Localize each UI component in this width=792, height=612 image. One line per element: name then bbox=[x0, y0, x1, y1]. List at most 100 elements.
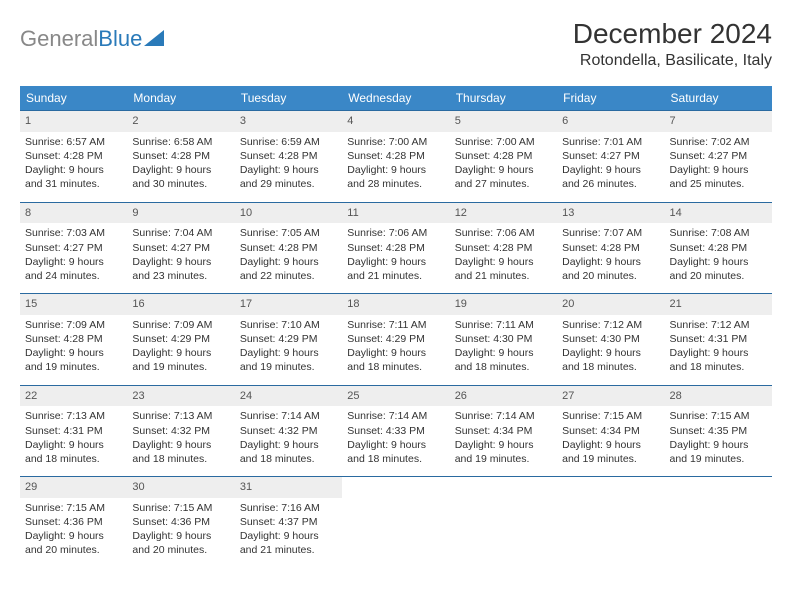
day-sunrise: Sunrise: 7:01 AM bbox=[562, 135, 659, 149]
day-sunrise: Sunrise: 7:03 AM bbox=[25, 226, 122, 240]
day-number: 9 bbox=[127, 203, 234, 224]
day-sunset: Sunset: 4:28 PM bbox=[562, 241, 659, 255]
day-sunrise: Sunrise: 7:00 AM bbox=[347, 135, 444, 149]
day-sunset: Sunset: 4:28 PM bbox=[25, 332, 122, 346]
day-header-thu: Thursday bbox=[450, 86, 557, 111]
day-sunset: Sunset: 4:30 PM bbox=[562, 332, 659, 346]
day-sunset: Sunset: 4:28 PM bbox=[240, 149, 337, 163]
day-number: 21 bbox=[665, 294, 772, 315]
day-daylight2: and 21 minutes. bbox=[347, 269, 444, 283]
day-cell: 29Sunrise: 7:15 AMSunset: 4:36 PMDayligh… bbox=[20, 477, 127, 568]
day-cell: 17Sunrise: 7:10 AMSunset: 4:29 PMDayligh… bbox=[235, 294, 342, 386]
day-sunset: Sunset: 4:27 PM bbox=[25, 241, 122, 255]
day-body: Sunrise: 6:57 AMSunset: 4:28 PMDaylight:… bbox=[24, 135, 123, 192]
day-number: 4 bbox=[342, 111, 449, 132]
day-sunrise: Sunrise: 7:12 AM bbox=[670, 318, 767, 332]
day-number: 8 bbox=[20, 203, 127, 224]
day-sunrise: Sunrise: 7:14 AM bbox=[240, 409, 337, 423]
day-cell: 12Sunrise: 7:06 AMSunset: 4:28 PMDayligh… bbox=[450, 202, 557, 294]
day-sunrise: Sunrise: 7:15 AM bbox=[562, 409, 659, 423]
day-sunrise: Sunrise: 7:15 AM bbox=[132, 501, 229, 515]
day-body: Sunrise: 6:59 AMSunset: 4:28 PMDaylight:… bbox=[239, 135, 338, 192]
day-body: Sunrise: 7:15 AMSunset: 4:35 PMDaylight:… bbox=[669, 409, 768, 466]
day-cell: 2Sunrise: 6:58 AMSunset: 4:28 PMDaylight… bbox=[127, 111, 234, 203]
day-body: Sunrise: 7:15 AMSunset: 4:34 PMDaylight:… bbox=[561, 409, 660, 466]
day-number: 28 bbox=[665, 386, 772, 407]
day-number: 14 bbox=[665, 203, 772, 224]
day-daylight2: and 18 minutes. bbox=[132, 452, 229, 466]
day-daylight2: and 31 minutes. bbox=[25, 177, 122, 191]
day-cell: 21 Sunrise: 7:12 AMSunset: 4:31 PMDayligh… bbox=[665, 294, 772, 386]
day-daylight2: and 21 minutes. bbox=[455, 269, 552, 283]
day-sunset: Sunset: 4:36 PM bbox=[132, 515, 229, 529]
day-sunset: Sunset: 4:28 PM bbox=[455, 241, 552, 255]
day-body: Sunrise: 7:12 AMSunset: 4:31 PMDaylight:… bbox=[669, 318, 768, 375]
day-sunset: Sunset: 4:29 PM bbox=[132, 332, 229, 346]
day-body: Sunrise: 7:14 AMSunset: 4:32 PMDaylight:… bbox=[239, 409, 338, 466]
day-daylight1: Daylight: 9 hours bbox=[562, 255, 659, 269]
day-cell: 28Sunrise: 7:15 AMSunset: 4:35 PMDayligh… bbox=[665, 385, 772, 477]
day-daylight1: Daylight: 9 hours bbox=[347, 438, 444, 452]
day-sunrise: Sunrise: 7:06 AM bbox=[347, 226, 444, 240]
day-cell bbox=[450, 477, 557, 568]
week-row: 29Sunrise: 7:15 AMSunset: 4:36 PMDayligh… bbox=[20, 477, 772, 568]
day-sunrise: Sunrise: 7:15 AM bbox=[670, 409, 767, 423]
day-number: 30 bbox=[127, 477, 234, 498]
day-number: 13 bbox=[557, 203, 664, 224]
day-sunset: Sunset: 4:29 PM bbox=[347, 332, 444, 346]
day-number: 19 bbox=[450, 294, 557, 315]
day-sunrise: Sunrise: 6:57 AM bbox=[25, 135, 122, 149]
day-cell bbox=[342, 477, 449, 568]
day-body: Sunrise: 7:11 AMSunset: 4:30 PMDaylight:… bbox=[454, 318, 553, 375]
day-cell: 14Sunrise: 7:08 AMSunset: 4:28 PMDayligh… bbox=[665, 202, 772, 294]
day-number: 12 bbox=[450, 203, 557, 224]
day-header-tue: Tuesday bbox=[235, 86, 342, 111]
day-daylight2: and 27 minutes. bbox=[455, 177, 552, 191]
week-row: 1Sunrise: 6:57 AMSunset: 4:28 PMDaylight… bbox=[20, 111, 772, 203]
day-number: 24 bbox=[235, 386, 342, 407]
day-cell: 20Sunrise: 7:12 AMSunset: 4:30 PMDayligh… bbox=[557, 294, 664, 386]
day-daylight2: and 18 minutes. bbox=[347, 360, 444, 374]
day-cell: 26Sunrise: 7:14 AMSunset: 4:34 PMDayligh… bbox=[450, 385, 557, 477]
day-daylight1: Daylight: 9 hours bbox=[670, 255, 767, 269]
day-sunrise: Sunrise: 7:09 AM bbox=[25, 318, 122, 332]
day-daylight1: Daylight: 9 hours bbox=[347, 255, 444, 269]
day-daylight2: and 20 minutes. bbox=[132, 543, 229, 557]
day-daylight1: Daylight: 9 hours bbox=[132, 346, 229, 360]
day-sunrise: Sunrise: 7:08 AM bbox=[670, 226, 767, 240]
day-cell: 9Sunrise: 7:04 AMSunset: 4:27 PMDaylight… bbox=[127, 202, 234, 294]
day-number: 7 bbox=[665, 111, 772, 132]
day-daylight1: Daylight: 9 hours bbox=[347, 163, 444, 177]
day-sunrise: Sunrise: 7:04 AM bbox=[132, 226, 229, 240]
day-cell: 24Sunrise: 7:14 AMSunset: 4:32 PMDayligh… bbox=[235, 385, 342, 477]
day-sunrise: Sunrise: 7:10 AM bbox=[240, 318, 337, 332]
day-daylight2: and 19 minutes. bbox=[455, 452, 552, 466]
day-daylight2: and 22 minutes. bbox=[240, 269, 337, 283]
day-sunset: Sunset: 4:31 PM bbox=[25, 424, 122, 438]
day-daylight1: Daylight: 9 hours bbox=[240, 255, 337, 269]
day-sunset: Sunset: 4:36 PM bbox=[25, 515, 122, 529]
day-sunrise: Sunrise: 7:07 AM bbox=[562, 226, 659, 240]
day-sunset: Sunset: 4:32 PM bbox=[132, 424, 229, 438]
day-daylight1: Daylight: 9 hours bbox=[455, 346, 552, 360]
day-daylight1: Daylight: 9 hours bbox=[240, 163, 337, 177]
day-cell: 13 Sunrise: 7:07 AMSunset: 4:28 PMDayligh… bbox=[557, 202, 664, 294]
day-daylight2: and 18 minutes. bbox=[455, 360, 552, 374]
day-daylight2: and 21 minutes. bbox=[240, 543, 337, 557]
day-sunrise: Sunrise: 7:11 AM bbox=[347, 318, 444, 332]
day-daylight1: Daylight: 9 hours bbox=[455, 163, 552, 177]
day-daylight1: Daylight: 9 hours bbox=[25, 163, 122, 177]
day-sunrise: Sunrise: 7:06 AM bbox=[455, 226, 552, 240]
day-daylight1: Daylight: 9 hours bbox=[562, 346, 659, 360]
day-sunset: Sunset: 4:30 PM bbox=[455, 332, 552, 346]
header: GeneralBlue December 2024 Rotondella, Ba… bbox=[20, 18, 772, 74]
day-header-mon: Monday bbox=[127, 86, 234, 111]
day-number: 11 bbox=[342, 203, 449, 224]
day-body: Sunrise: 6:58 AMSunset: 4:28 PMDaylight:… bbox=[131, 135, 230, 192]
day-sunset: Sunset: 4:28 PM bbox=[25, 149, 122, 163]
day-body: Sunrise: 7:02 AMSunset: 4:27 PMDaylight:… bbox=[669, 135, 768, 192]
day-daylight2: and 20 minutes. bbox=[25, 543, 122, 557]
day-daylight1: Daylight: 9 hours bbox=[670, 438, 767, 452]
day-header-row: Sunday Monday Tuesday Wednesday Thursday… bbox=[20, 86, 772, 111]
day-sunrise: Sunrise: 7:14 AM bbox=[347, 409, 444, 423]
